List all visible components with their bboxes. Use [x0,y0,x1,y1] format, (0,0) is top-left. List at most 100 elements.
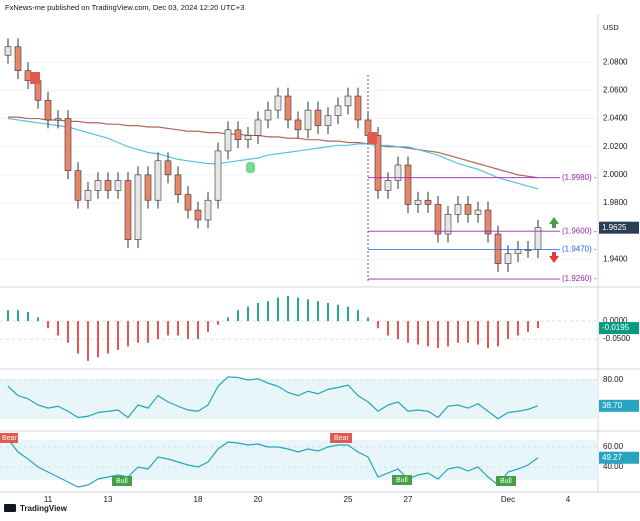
candle-body [54,118,62,121]
histogram-bar [527,321,529,332]
candle-body [504,253,512,264]
level-label: (1.9600) - [562,226,597,235]
bull-label: Bull [500,478,512,485]
down-arrow [549,252,559,263]
candle-body [284,95,292,121]
value-label-box [599,451,639,464]
histogram-bar [247,306,249,322]
y-tick-label: 2.0600 [603,86,628,95]
candle-body [14,46,22,71]
histogram-bar [487,321,489,349]
histogram-bar [177,321,179,336]
histogram-bar [327,303,329,322]
candle-body [124,180,132,240]
candle-body [514,249,522,255]
candle-body [424,199,432,205]
bear-tag [330,433,352,443]
histogram-bar [407,321,409,343]
x-tick-label: 18 [194,495,203,504]
candle-body [74,170,82,201]
candle-body [294,119,302,131]
osc-band [0,440,598,480]
histogram-bar [117,321,119,350]
histogram-bar [167,321,169,336]
signal-marker [246,162,255,173]
histogram-bar [437,321,439,349]
histogram-bar [447,321,449,347]
histogram-bar [37,317,39,322]
candle-body [464,204,472,215]
x-tick-label: 13 [104,495,113,504]
candle-body [334,105,342,117]
histogram-bar [127,321,129,347]
histogram-bar [17,310,19,322]
candle-body [184,194,192,211]
candle-body [164,160,172,176]
histogram-bar [87,321,89,361]
candle-body [304,109,312,131]
histogram-bar [417,321,419,345]
y-tick-label: 2.0000 [603,170,628,179]
moving-average [7,117,539,190]
candle-body [274,95,282,111]
y-tick-label: 1.9800 [603,198,628,207]
candle-body [394,164,402,181]
plot-area [0,38,598,488]
histogram-bar [67,321,69,343]
candle-body [454,204,462,215]
candle-body [264,109,272,121]
candle-body [84,190,92,201]
value-label-box [599,399,639,412]
candle-body [94,180,102,191]
value-label: 38.70 [602,401,623,410]
candle-body [144,174,152,201]
histogram-bar [337,304,339,322]
value-label: 1.9625 [602,223,627,232]
bull-label: Bull [116,478,128,485]
candle-body [4,46,12,56]
bear-label: Bear [334,435,349,442]
candle-body [384,180,392,191]
brand-text: TradingView [20,504,68,513]
candle-body [374,135,382,191]
candle-body [154,160,162,201]
histogram-bar [217,321,219,325]
candle-body [234,129,242,140]
histogram-bar [237,310,239,322]
histogram-bar [387,321,389,336]
bull-tag [392,475,412,485]
value-label: 49.27 [602,453,623,462]
y-tick-label: 1.9400 [603,254,628,263]
histogram-bar [57,321,59,336]
candle-body [414,199,422,205]
candle-body [324,115,332,126]
histogram-bar [347,306,349,322]
candle-body [44,99,52,121]
bear-label: Bear [2,435,17,442]
histogram-bar [357,310,359,322]
x-tick-label: 11 [44,495,53,504]
x-tick-label: 20 [254,495,263,504]
signal-marker [30,72,40,84]
up-arrow [549,217,559,228]
candle-body [254,119,262,136]
bull-tag [496,476,516,486]
indicator-line [7,438,539,488]
signal-marker [368,132,377,144]
indicator-line [7,376,539,420]
moving-average [8,116,539,179]
x-tick-label: 4 [566,495,571,504]
candle-body [354,95,362,121]
value-label: -0.0195 [602,323,630,332]
candle-body [314,109,322,126]
candle-body [174,174,182,195]
candle-body [204,199,212,221]
candle-body [224,129,232,152]
histogram-bar [427,321,429,347]
histogram-bar [307,299,309,322]
x-tick-label: 27 [404,495,413,504]
candle-body [104,180,112,191]
histogram-bar [147,321,149,343]
histogram-bar [397,321,399,340]
histogram-bar [467,321,469,343]
